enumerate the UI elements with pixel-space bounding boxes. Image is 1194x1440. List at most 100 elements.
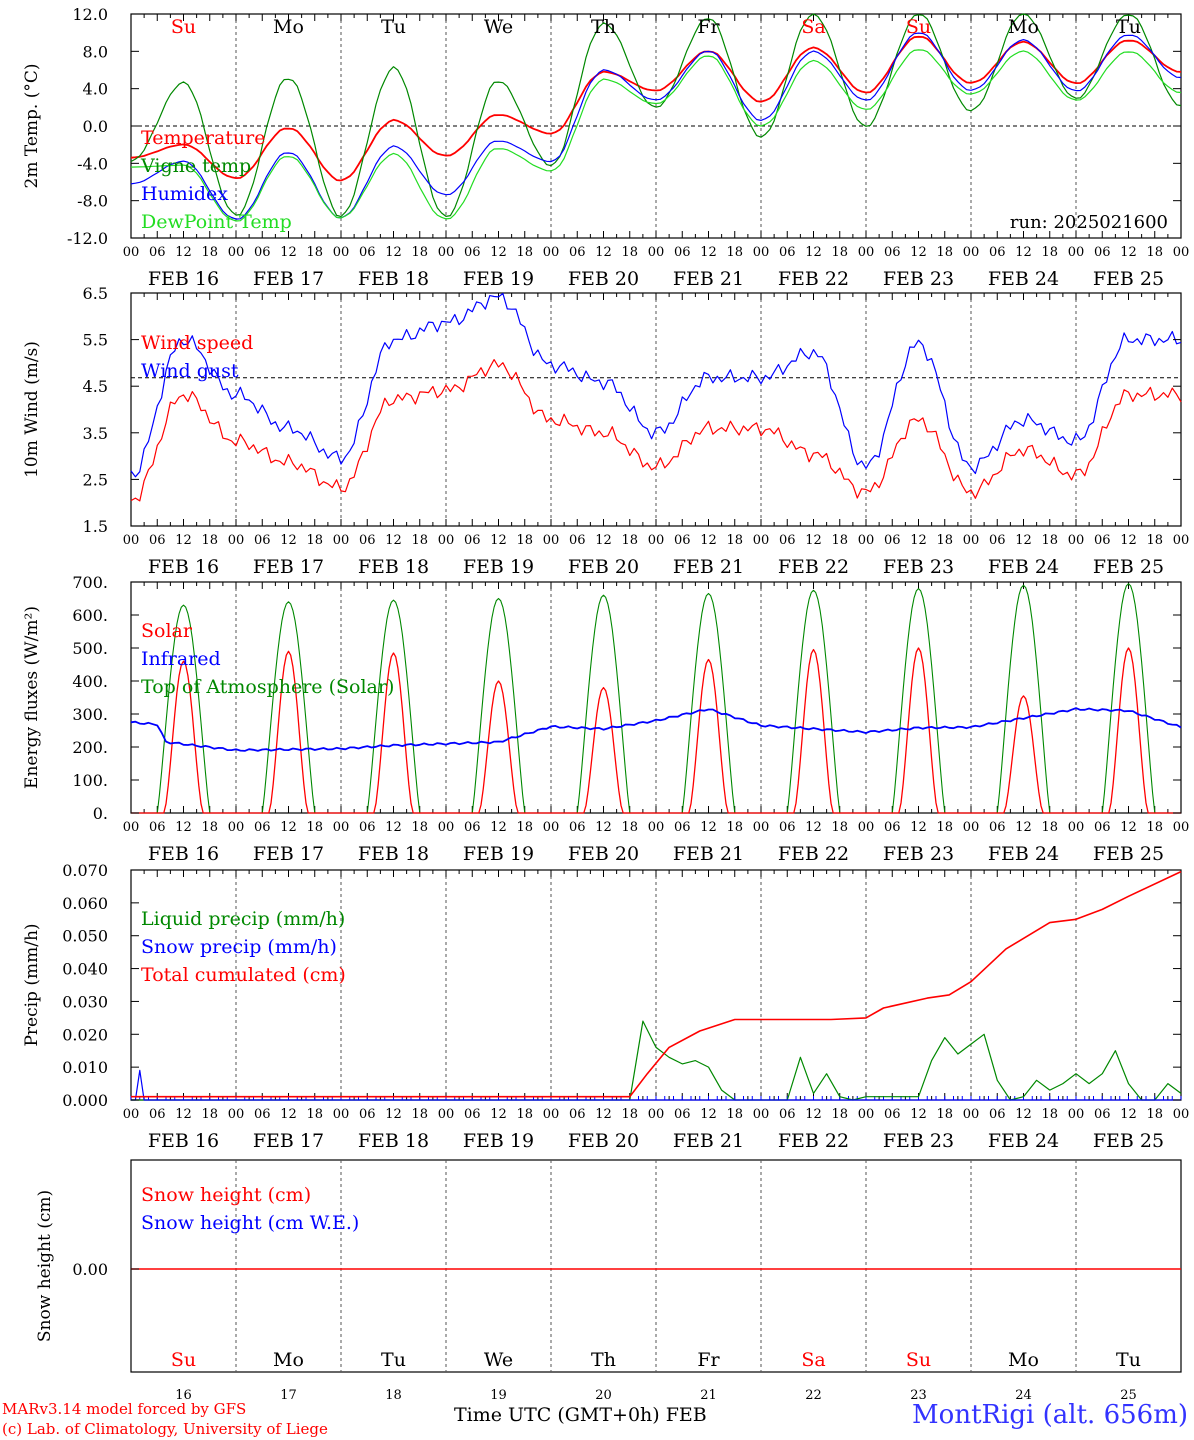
hour-tick-label: 12 <box>595 533 612 548</box>
legend-entry: Snow precip (mm/h) <box>141 936 337 958</box>
hour-tick-label: 06 <box>149 533 166 548</box>
hour-tick-label: 00 <box>753 1107 770 1122</box>
legend-entry: Liquid precip (mm/h) <box>141 908 345 930</box>
run-label: run: 2025021600 <box>1010 212 1168 233</box>
hour-tick-label: 12 <box>280 245 297 260</box>
date-tick-label: FEB 22 <box>778 556 849 578</box>
hour-tick-label: 18 <box>621 245 638 260</box>
hour-tick-label: 00 <box>753 533 770 548</box>
hour-tick-label: 12 <box>1015 245 1032 260</box>
hour-tick-label: 12 <box>1015 820 1032 835</box>
y-tick-label: 0.060 <box>62 894 108 913</box>
legend-entry: Top of Atmosphere (Solar) <box>141 676 394 698</box>
legend-entry: Humidex <box>141 183 228 205</box>
hour-tick-label: 06 <box>569 245 586 260</box>
hour-tick-label: 12 <box>1120 1107 1137 1122</box>
hour-tick-label: 12 <box>1015 533 1032 548</box>
hour-tick-label: 18 <box>726 533 743 548</box>
hour-tick-label: 00 <box>123 820 140 835</box>
y-tick-label: 0.00 <box>72 1260 108 1279</box>
hour-tick-label: 00 <box>543 820 560 835</box>
day-name-label: Mo <box>273 1349 304 1371</box>
hour-tick-label: 12 <box>1120 533 1137 548</box>
hour-tick-label: 00 <box>123 245 140 260</box>
hour-tick-label: 12 <box>175 820 192 835</box>
y-tick-label: 0.020 <box>62 1025 108 1044</box>
hour-tick-label: 18 <box>1146 820 1163 835</box>
day-number-label: 23 <box>910 1388 927 1403</box>
hour-tick-label: 12 <box>280 820 297 835</box>
legend-entry: Temperature <box>141 127 265 149</box>
date-tick-label: FEB 22 <box>778 1130 849 1152</box>
y-tick-label: 700. <box>72 573 108 592</box>
series-liquid-precip-mm-h- <box>131 1020 1182 1101</box>
hour-tick-label: 18 <box>516 533 533 548</box>
time-axis-label: Time UTC (GMT+0h) FEB <box>454 1404 707 1426</box>
hour-tick-label: 06 <box>779 245 796 260</box>
y-tick-label: -4.0 <box>77 154 108 173</box>
hour-tick-label: 06 <box>674 1107 691 1122</box>
day-number-label: 25 <box>1120 1388 1137 1403</box>
hour-tick-label: 12 <box>805 1107 822 1122</box>
date-tick-label: FEB 21 <box>673 843 744 865</box>
hour-tick-label: 12 <box>280 1107 297 1122</box>
date-tick-label: FEB 22 <box>778 268 849 290</box>
y-axis-label-5: Snow height (cm) <box>35 1190 55 1342</box>
hour-tick-label: 18 <box>306 1107 323 1122</box>
day-name-label: We <box>484 1349 513 1371</box>
day-name-label: Sa <box>801 1349 825 1371</box>
hour-tick-label: 18 <box>936 1107 953 1122</box>
y-axis-label-3: Energy fluxes (W/m²) <box>22 606 42 789</box>
date-tick-label: FEB 24 <box>988 556 1059 578</box>
y-tick-label: -12.0 <box>67 229 108 248</box>
hour-tick-label: 06 <box>149 1107 166 1122</box>
y-tick-label: 5.5 <box>83 331 108 350</box>
hour-tick-label: 12 <box>700 533 717 548</box>
hour-tick-label: 18 <box>726 820 743 835</box>
hour-tick-label: 12 <box>1120 820 1137 835</box>
date-tick-label: FEB 21 <box>673 268 744 290</box>
hour-tick-label: 06 <box>779 820 796 835</box>
hour-tick-label: 06 <box>989 1107 1006 1122</box>
date-tick-label: FEB 24 <box>988 843 1059 865</box>
hour-tick-label: 12 <box>490 245 507 260</box>
month-label: FEB <box>665 1404 707 1426</box>
hour-tick-label: 06 <box>254 533 271 548</box>
hour-tick-label: 06 <box>1094 1107 1111 1122</box>
date-tick-label: FEB 23 <box>883 268 954 290</box>
hour-tick-label: 12 <box>175 533 192 548</box>
y-tick-label: 0.000 <box>62 1091 108 1110</box>
day-number-label: 17 <box>280 1388 297 1403</box>
date-tick-label: FEB 23 <box>883 556 954 578</box>
hour-tick-label: 06 <box>674 820 691 835</box>
series-vigne-temp <box>130 13 1182 218</box>
date-tick-label: FEB 21 <box>673 1130 744 1152</box>
hour-tick-label: 18 <box>411 1107 428 1122</box>
legend-entry: DewPoint Temp <box>141 211 292 233</box>
date-tick-label: FEB 17 <box>253 1130 324 1152</box>
hour-tick-label: 00 <box>858 1107 875 1122</box>
x-axis-labels: 00 06 12 18 FEB 16 00 06 12 18 FEB 17 00 06 12 18 FEB … <box>123 533 1190 578</box>
hour-tick-label: 12 <box>910 245 927 260</box>
hour-tick-label: 00 <box>1173 820 1190 835</box>
x-axis-labels: 00 06 12 18 FEB 16 00 06 12 18 FEB 17 00 06 12 18 FEB … <box>123 820 1190 865</box>
hour-tick-label: 06 <box>884 1107 901 1122</box>
day-name-label: Mo <box>1008 1349 1039 1371</box>
date-tick-label: FEB 25 <box>1093 843 1164 865</box>
hour-tick-label: 18 <box>1041 1107 1058 1122</box>
hour-tick-label: 06 <box>569 1107 586 1122</box>
hour-tick-label: 06 <box>464 533 481 548</box>
hour-tick-label: 00 <box>543 533 560 548</box>
hour-tick-label: 18 <box>621 820 638 835</box>
hour-tick-label: 00 <box>1173 245 1190 260</box>
y-axis-label-1: 2m Temp. (°C) <box>22 63 42 188</box>
hour-tick-label: 18 <box>621 1107 638 1122</box>
hour-tick-label: 06 <box>779 1107 796 1122</box>
hour-tick-label: 06 <box>464 245 481 260</box>
date-tick-label: FEB 16 <box>148 1130 219 1152</box>
hour-tick-label: 00 <box>858 820 875 835</box>
hour-tick-label: 12 <box>385 820 402 835</box>
hour-tick-label: 00 <box>333 1107 350 1122</box>
hour-tick-label: 18 <box>936 533 953 548</box>
date-tick-label: FEB 17 <box>253 843 324 865</box>
